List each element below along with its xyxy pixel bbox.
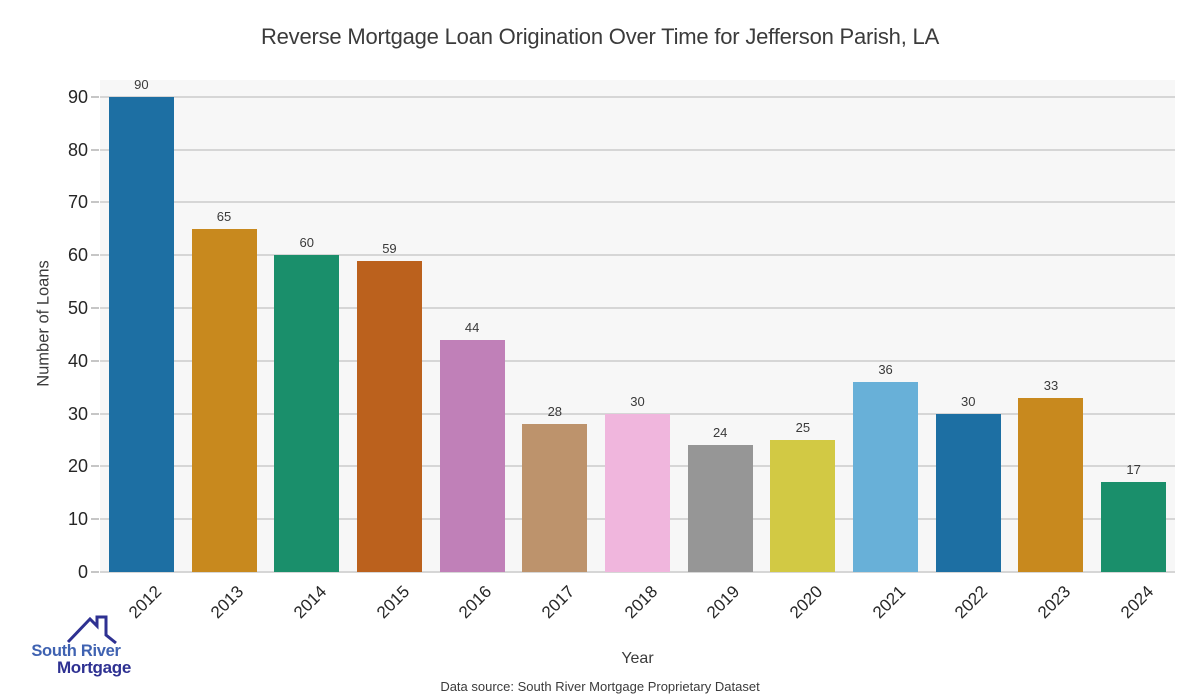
bar-2016 xyxy=(439,339,505,572)
bar-value-label: 30 xyxy=(961,393,976,409)
gridline xyxy=(100,307,1175,310)
bar-2017 xyxy=(522,424,588,572)
house-roof-icon xyxy=(66,615,117,644)
y-tick-mark xyxy=(91,307,99,310)
y-tick-label: 0 xyxy=(77,562,88,582)
bar-value-label: 90 xyxy=(134,76,149,92)
bar-2013 xyxy=(191,228,257,572)
y-tick-label: 90 xyxy=(67,86,88,107)
bar-value-label: 28 xyxy=(547,404,563,420)
logo: South River Mortgage xyxy=(16,612,146,692)
bar-2021 xyxy=(853,381,919,572)
plot-area: 90 65 60 59 44 28 30 24 25 36 30 33 17 xyxy=(100,76,1175,573)
bar-value-label: 33 xyxy=(1043,377,1059,393)
y-tick-mark xyxy=(91,148,99,151)
y-tick-mark xyxy=(91,201,99,204)
bar-value-label: 25 xyxy=(795,420,811,436)
source-note: Data source: South River Mortgage Propri… xyxy=(440,679,760,694)
bar-value-label: 36 xyxy=(878,361,893,377)
bar-2019 xyxy=(687,445,753,572)
bar-2015 xyxy=(356,260,422,572)
x-axis-label: Year xyxy=(621,650,654,667)
y-tick-label: 80 xyxy=(67,139,88,160)
bar-value-label: 65 xyxy=(216,208,232,224)
y-tick-label: 30 xyxy=(67,403,88,424)
logo-line1: South River xyxy=(31,642,121,660)
gridline xyxy=(100,148,1175,151)
bar-value-label: 30 xyxy=(630,393,645,409)
y-tick-label: 20 xyxy=(67,456,88,477)
y-tick-mark xyxy=(91,571,99,573)
bar-2020 xyxy=(770,440,836,572)
bar-value-label: 59 xyxy=(382,240,397,256)
gridline xyxy=(100,359,1175,362)
y-tick-label: 40 xyxy=(67,350,88,371)
y-tick-mark xyxy=(91,518,99,521)
bar-2014 xyxy=(274,255,340,572)
bar-value-label: 60 xyxy=(299,235,314,251)
y-tick-mark xyxy=(91,359,99,362)
bar-value-label: 17 xyxy=(1126,462,1141,478)
y-tick-label: 10 xyxy=(67,509,88,530)
gridline xyxy=(100,571,1175,573)
y-axis-label: Number of Loans xyxy=(34,260,53,387)
y-tick-mark xyxy=(91,412,99,415)
y-tick-mark xyxy=(91,95,99,98)
y-tick-mark xyxy=(91,465,99,468)
bar-2024 xyxy=(1101,482,1167,572)
gridline xyxy=(100,95,1175,98)
logo-line2: Mortgage xyxy=(56,658,132,677)
bar-value-label: 44 xyxy=(464,319,480,335)
gridline xyxy=(100,201,1175,204)
bar-2012 xyxy=(108,96,174,572)
bar-2018 xyxy=(605,413,670,572)
gridline xyxy=(100,254,1175,257)
y-tick-mark xyxy=(91,254,99,257)
y-tick-label: 70 xyxy=(67,192,88,213)
bar-2022 xyxy=(935,413,1001,572)
y-tick-label: 60 xyxy=(67,245,88,266)
bar-value-label: 24 xyxy=(712,425,728,441)
chart-title: Reverse Mortgage Loan Origination Over T… xyxy=(260,24,940,49)
y-tick-label: 50 xyxy=(67,298,88,319)
bar-2023 xyxy=(1018,397,1084,572)
